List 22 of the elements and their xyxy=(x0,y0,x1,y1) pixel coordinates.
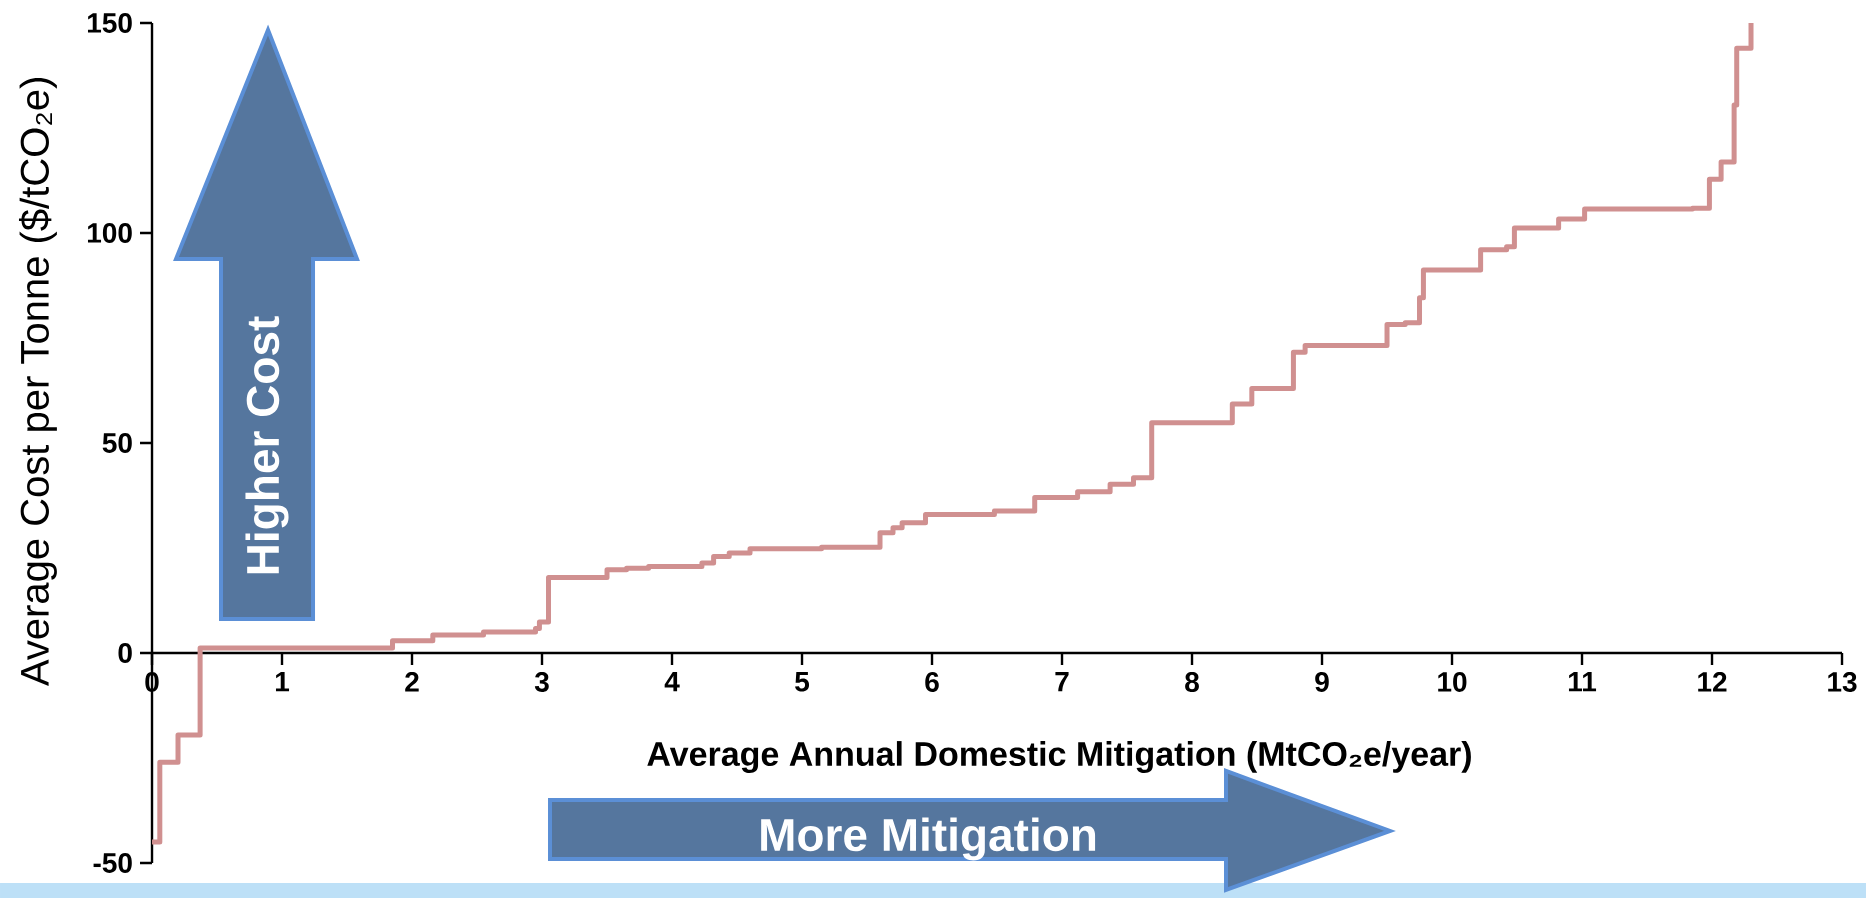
annotation: More Mitigation xyxy=(761,817,1096,861)
y-tick-label: 50 xyxy=(102,433,132,453)
x-tick-label: 1 xyxy=(275,672,290,692)
x-tick-label: 12 xyxy=(1698,672,1727,692)
x-tick-label: 6 xyxy=(925,672,939,692)
y-tick-label: 0 xyxy=(118,643,132,663)
y-tick-label: 100 xyxy=(87,223,132,243)
annotation: Higher Cost xyxy=(245,316,289,574)
y-tick-label: -50 xyxy=(93,853,132,873)
x-tick-label: 9 xyxy=(1315,672,1329,692)
x-tick-label: 5 xyxy=(795,672,810,692)
y-axis-title: Average Cost per Tonne ($/tCO₂e) xyxy=(18,78,57,687)
x-tick-label: 2 xyxy=(405,672,419,692)
y-tick-label: 150 xyxy=(87,13,132,33)
x-tick-label: 4 xyxy=(664,672,680,692)
x-tick-label: 3 xyxy=(534,672,549,692)
x-tick-label: 13 xyxy=(1828,672,1857,692)
x-tick-label: 11 xyxy=(1568,672,1597,692)
x-tick-label: 8 xyxy=(1185,672,1199,692)
x-tick-label: 7 xyxy=(1055,672,1069,692)
x-tick-label: 10 xyxy=(1438,672,1467,692)
x-axis-title: Average Annual Domestic Mitigation (MtCO₂e/year) xyxy=(647,741,1471,773)
